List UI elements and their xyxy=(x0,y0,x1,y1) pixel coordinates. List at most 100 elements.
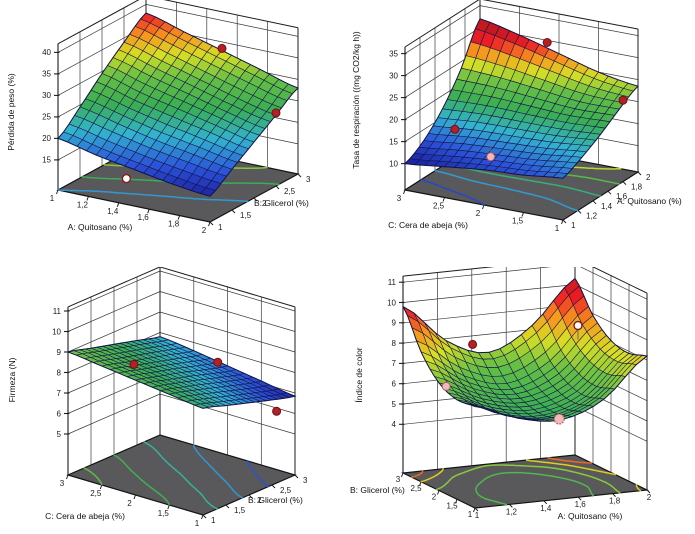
floor-contour xyxy=(57,189,249,203)
surface-mesh xyxy=(67,336,297,409)
panel-indice-de-color: 4 5 6 7 8 9 10 11 3 2,5 2 1,5 1 1 1,2 1,4 1,6 1,8 2 B: Glic… xyxy=(348,267,695,534)
x-axis-tick-label: 1,8 xyxy=(168,220,180,229)
z-axis-title: Pérdida de peso (%) xyxy=(6,73,16,151)
floor-contour xyxy=(410,457,593,478)
design-point-filled xyxy=(450,124,460,134)
z-axis-tick-label: 15 xyxy=(389,137,398,146)
y-axis-tick-label: 2 xyxy=(257,496,262,505)
z-axis-tick-label: 20 xyxy=(389,115,398,124)
z-axis-tick-label: 20 xyxy=(42,134,51,143)
axis-labels: 3 2,5 2 1,5 1 1 1,2 1,4 1,6 1,8 2 B: Glicerol (%) A:… xyxy=(350,347,652,521)
y-axis-title: A: Quitosano (%) xyxy=(558,511,623,521)
z-axis-tick-label: 10 xyxy=(387,298,396,307)
y-axis-tick-label: 1,6 xyxy=(616,192,628,201)
z-axis-tick-label: 10 xyxy=(389,159,398,168)
design-points xyxy=(129,357,282,416)
floor-plane xyxy=(66,434,297,516)
y-axis-tick-label: 1,4 xyxy=(601,202,613,211)
z-axis-title: Firmeza (N) xyxy=(7,357,17,402)
y-axis-title: B: Glicerol (%) xyxy=(254,198,309,208)
z-axis-tick-label: 35 xyxy=(389,49,398,58)
x-axis-title: A: Quitosano (%) xyxy=(68,222,133,232)
x-axis-tick-label: 3 xyxy=(60,479,65,488)
x-axis-tick-label: 1 xyxy=(555,224,560,233)
floor-contour xyxy=(420,179,485,206)
design-point-filled xyxy=(272,406,282,416)
x-axis-tick-label: 1 xyxy=(50,194,55,203)
x-axis-tick-label: 1,5 xyxy=(446,501,458,510)
floor-contour xyxy=(420,459,642,492)
x-axis-tick-label: 2,5 xyxy=(433,202,445,211)
panel-firmeza: 5 6 7 8 9 10 11 3 2,5 2 1,5 1 1 1,5 2 2,5 3 C: Cera de ab… xyxy=(0,267,348,534)
x-axis-tick-label: 3 xyxy=(396,475,401,484)
y-axis-tick-label: 3 xyxy=(303,476,308,485)
design-points xyxy=(450,38,628,162)
x-axis-tick-label: 1,2 xyxy=(77,200,89,209)
y-axis-tick-label: 1,6 xyxy=(575,500,587,509)
surface-outline xyxy=(402,277,649,422)
y-axis-tick-label: 3 xyxy=(306,175,311,184)
x-axis-title: B: Glicerol (%) xyxy=(350,485,405,495)
z-axis-tick-label: 9 xyxy=(57,348,62,357)
x-axis-tick-label: 2,5 xyxy=(90,489,102,498)
z-axis-tick-label: 5 xyxy=(57,430,62,439)
z-axis-tick-label: 7 xyxy=(57,389,62,398)
axis-labels: 32,521,51 11,21,41,61,82C: Cera de abeja … xyxy=(351,31,682,233)
y-axis-tick-label: 2 xyxy=(646,173,651,182)
surface-mesh xyxy=(404,18,639,179)
y-axis-tick-label: 2 xyxy=(647,493,652,502)
z-axis-tick-label: 15 xyxy=(42,156,51,165)
y-axis-tick-label: 2 xyxy=(262,199,267,208)
z-axis-tick-label: 6 xyxy=(57,409,62,418)
surface-mesh xyxy=(402,277,649,422)
axis-labels: 3 2,5 2 1,5 1 1 1,5 2 2,5 3 C: Cera de abeja (%) B:… xyxy=(7,357,308,528)
x-axis-tick-label: 2 xyxy=(432,493,437,502)
design-point-filled xyxy=(468,339,478,349)
x-axis-title: C: Cera de abeja (%) xyxy=(388,220,468,230)
design-point-open xyxy=(121,173,132,184)
y-axis-title: A: Quitosano (%) xyxy=(617,196,682,206)
floor-contour xyxy=(475,471,595,506)
design-point-pink xyxy=(486,152,496,162)
y-axis-tick-label: 1,4 xyxy=(540,504,552,513)
panel-tasa-de-respiracion: 10 15 20 25 30 35 3 2,5 2 1,5 1 1 1,2 1,4 1,6 1,8 2 C: Ce… xyxy=(348,0,695,267)
z-axis-title: Índice de color xyxy=(354,347,364,402)
z-axis-tick-label: 35 xyxy=(42,70,51,79)
z-axis-tick-label: 5 xyxy=(392,400,397,409)
y-axis-tick-label: 1,5 xyxy=(234,506,246,515)
design-point-filled xyxy=(542,38,552,47)
floor-contour xyxy=(435,464,621,494)
y-axis-tick-label: 1 xyxy=(571,221,576,230)
design-point-ring xyxy=(553,413,565,425)
z-axis-tick-label: 30 xyxy=(389,71,398,80)
surface-plot-indice-de-color: 4 5 6 7 8 9 10 11 3 2,5 2 1,5 1 1 1,2 1,4 1,6 1,8 2 B: Glic… xyxy=(350,267,652,521)
design-point-filled xyxy=(618,95,628,105)
floor-contour xyxy=(143,441,218,510)
x-axis-title: C: Cera de abeja (%) xyxy=(45,511,125,521)
floor-contour xyxy=(193,444,244,499)
axis-labels: 1 1,2 1,4 1,6 1,8 2 1 1,5 2 2,5 3 A: Quitosano (%) B… xyxy=(6,73,311,235)
x-axis-tick-label: 1,5 xyxy=(512,217,524,226)
design-point-open xyxy=(573,320,583,331)
design-point-filled xyxy=(213,357,223,367)
y-axis-tick-label: 2,5 xyxy=(280,486,292,495)
z-axis-tick-label: 11 xyxy=(388,278,397,287)
design-points xyxy=(121,43,281,184)
panel-perdida-de-peso: 15 20 25 30 35 40 1 1,2 1,4 1,6 1,8 2 1 1,5 2 2,5 3 A: Qu… xyxy=(0,0,348,267)
x-axis-tick-label: 3 xyxy=(397,194,402,203)
design-points xyxy=(441,320,583,425)
x-axis-tick-label: 1,5 xyxy=(158,509,170,518)
x-axis-tick-label: 2 xyxy=(202,226,207,235)
z-axis-tick-label: 6 xyxy=(392,379,397,388)
z-axis-tick-label: 40 xyxy=(42,48,51,57)
z-axis-tick-label: 11 xyxy=(53,307,62,316)
z-axis-tick-label: 10 xyxy=(52,327,61,336)
y-axis-title: B: Glicerol (%) xyxy=(248,495,303,505)
surface-plot-perdida-de-peso: 15 20 25 30 35 40 1 1,2 1,4 1,6 1,8 2 1 1,5 2 2,5 3 A: Qu… xyxy=(6,0,311,235)
z-axis-tick-label: 8 xyxy=(57,368,62,377)
y-axis-tick-label: 1,8 xyxy=(609,497,621,506)
design-point-filled xyxy=(271,108,281,118)
x-axis-tick-label: 1,4 xyxy=(107,207,119,216)
